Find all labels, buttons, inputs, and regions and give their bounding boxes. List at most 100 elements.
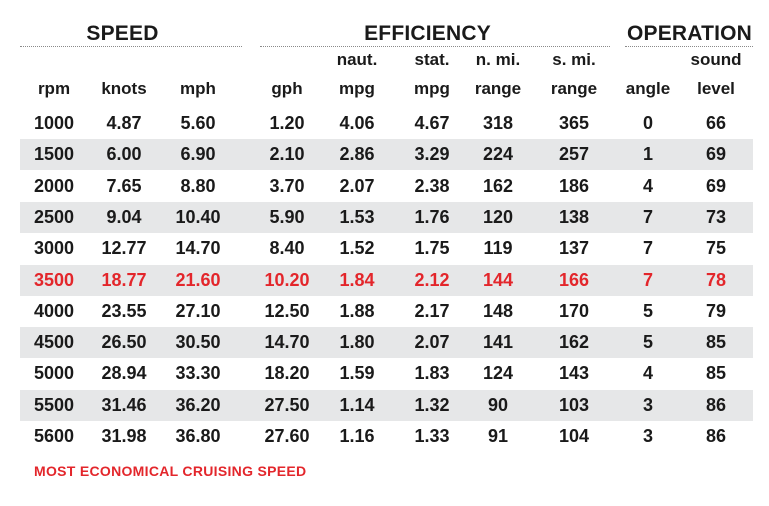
cell-smi_range: 138 [558, 206, 590, 227]
cell-sound: 73 [705, 206, 727, 227]
column-header-naut_mpg: mpg [339, 79, 375, 98]
cell-rpm: 5000 [33, 363, 75, 384]
cell-mph: 27.10 [175, 300, 221, 321]
cell-rpm: 5500 [33, 394, 75, 415]
cell-angle: 4 [642, 175, 653, 196]
cell-naut_mpg: 1.80 [339, 332, 375, 353]
column-header-nmi_range-top: n. mi. [475, 50, 521, 69]
cell-sound: 78 [705, 269, 727, 290]
cell-angle: 4 [642, 363, 653, 384]
cell-rpm: 2500 [33, 206, 75, 227]
cell-angle: 7 [642, 206, 653, 227]
group-rule-efficiency [260, 46, 610, 47]
cell-rpm: 4000 [33, 300, 75, 321]
cell-nmi_range: 120 [482, 206, 514, 227]
column-header-angle: angle [625, 79, 671, 98]
cell-naut_mpg: 1.88 [339, 300, 375, 321]
cell-naut_mpg: 1.14 [339, 394, 375, 415]
group-title-speed: SPEED [86, 22, 159, 45]
table-row: 1000 4.87 5.60 1.20 4.06 4.67 318 365 0 66 [20, 108, 753, 139]
cell-knots: 23.55 [101, 300, 147, 321]
cell-gph: 18.20 [264, 363, 310, 384]
cell-nmi_range: 224 [482, 144, 514, 165]
table-row: 4000 23.55 27.10 12.50 1.88 2.17 148 170 5 79 [20, 296, 753, 327]
cell-stat_mpg: 2.12 [414, 269, 450, 290]
cell-gph: 3.70 [269, 175, 305, 196]
cell-naut_mpg: 2.07 [339, 175, 375, 196]
footnote-most-economical: MOST ECONOMICAL CRUISING SPEED [34, 463, 307, 479]
cell-gph: 1.20 [269, 113, 305, 133]
cell-naut_mpg: 4.06 [339, 113, 375, 133]
cell-angle: 1 [642, 144, 653, 165]
cell-sound: 86 [705, 394, 727, 415]
cell-mph: 33.30 [175, 363, 221, 384]
cell-sound: 69 [705, 175, 727, 196]
cell-knots: 9.04 [106, 206, 142, 227]
cell-smi_range: 137 [558, 238, 590, 259]
cell-nmi_range: 119 [483, 238, 513, 259]
cell-smi_range: 143 [558, 363, 590, 384]
cell-stat_mpg: 4.67 [414, 113, 450, 133]
cell-sound: 79 [705, 300, 727, 321]
table-row: 5600 31.98 36.80 27.60 1.16 1.33 91 104 3 86 [20, 421, 753, 452]
cell-nmi_range: 148 [482, 300, 514, 321]
cell-naut_mpg: 1.53 [339, 206, 375, 227]
cell-naut_mpg: 1.59 [339, 363, 375, 384]
table-row: 5000 28.94 33.30 18.20 1.59 1.83 124 143 4 85 [20, 358, 753, 389]
cell-nmi_range: 318 [482, 113, 514, 133]
cell-nmi_range: 90 [487, 394, 509, 415]
table-row: 2000 7.65 8.80 3.70 2.07 2.38 162 186 4 69 [20, 171, 753, 202]
cell-angle: 7 [642, 269, 653, 290]
cell-mph: 30.50 [175, 332, 221, 353]
cell-gph: 10.20 [264, 269, 310, 290]
cell-stat_mpg: 1.83 [414, 363, 450, 384]
cell-sound: 86 [705, 426, 727, 446]
cell-gph: 2.10 [269, 144, 305, 165]
group-rule-speed [20, 46, 242, 47]
cell-nmi_range: 141 [482, 332, 514, 353]
cell-sound: 85 [705, 332, 727, 353]
cell-mph: 10.40 [175, 206, 221, 227]
column-header-gph: gph [271, 79, 303, 98]
column-header-stat_mpg-top: stat. [414, 50, 450, 69]
cell-nmi_range: 144 [482, 269, 514, 290]
cell-smi_range: 104 [558, 426, 590, 446]
column-header-smi_range: range [550, 79, 598, 98]
cell-mph: 36.80 [175, 426, 221, 446]
cell-angle: 3 [642, 394, 653, 415]
cell-rpm: 1000 [33, 113, 75, 133]
cell-stat_mpg: 1.76 [414, 206, 450, 227]
cell-gph: 27.50 [264, 394, 310, 415]
cell-sound: 75 [705, 238, 727, 259]
cell-sound: 69 [705, 144, 727, 165]
cell-mph: 21.60 [175, 269, 221, 290]
table-row-highlighted: 3500 18.77 21.60 10.20 1.84 2.12 144 166 7 78 [20, 264, 753, 296]
column-header-rpm: rpm [37, 79, 71, 98]
table-row: 2500 9.04 10.40 5.90 1.53 1.76 120 138 7 73 [20, 201, 753, 233]
cell-smi_range: 365 [558, 113, 590, 133]
cell-stat_mpg: 1.32 [414, 394, 450, 415]
cell-rpm: 3000 [33, 238, 75, 259]
cell-stat_mpg: 2.07 [414, 332, 450, 353]
cell-stat_mpg: 2.17 [414, 300, 450, 321]
column-header-mph: mph [180, 79, 216, 98]
cell-smi_range: 257 [558, 144, 590, 165]
cell-mph: 36.20 [175, 394, 221, 415]
cell-knots: 28.94 [101, 363, 147, 384]
cell-gph: 12.50 [264, 300, 310, 321]
cell-angle: 0 [642, 113, 653, 133]
cell-angle: 7 [642, 238, 653, 259]
cell-knots: 6.00 [106, 144, 142, 165]
cell-nmi_range: 124 [482, 363, 514, 384]
table-row: 1500 6.00 6.90 2.10 2.86 3.29 224 257 1 69 [20, 139, 753, 171]
cell-smi_range: 166 [558, 269, 590, 290]
cell-smi_range: 170 [558, 300, 590, 321]
cell-angle: 5 [642, 300, 653, 321]
cell-nmi_range: 91 [487, 426, 509, 446]
cell-knots: 31.46 [101, 394, 147, 415]
cell-mph: 6.90 [180, 144, 216, 165]
cell-smi_range: 162 [558, 332, 590, 353]
cell-rpm: 3500 [33, 269, 75, 290]
column-header-naut_mpg-top: naut. [336, 50, 378, 69]
cell-angle: 3 [642, 426, 653, 446]
